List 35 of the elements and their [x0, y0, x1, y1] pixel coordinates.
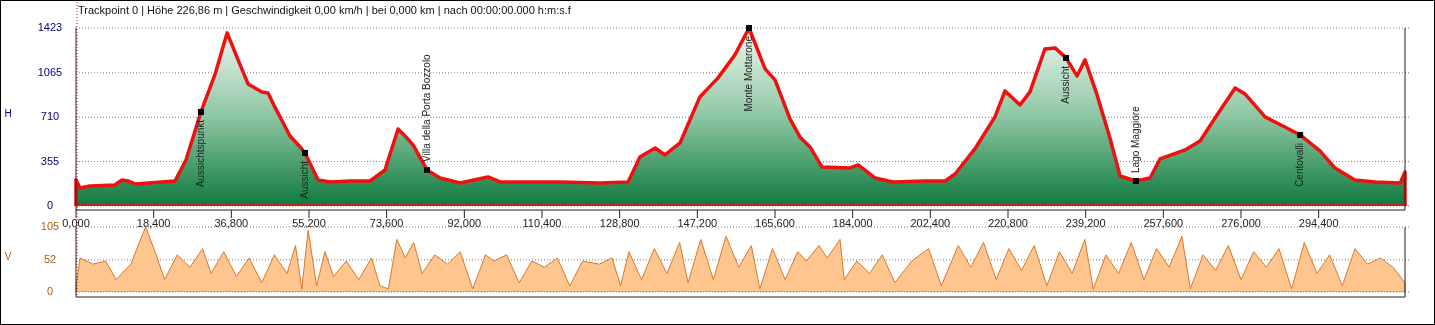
x-tick-label: 73,600 — [369, 216, 404, 229]
x-tick-label: 18,400 — [136, 216, 171, 229]
x-tick-label: 128,800 — [599, 216, 640, 229]
y-tick-label: 1423 — [37, 20, 63, 33]
x-tick-label: 110,400 — [522, 216, 562, 229]
y-tick-label: 105 — [40, 219, 60, 232]
x-tick-label: 220,800 — [988, 216, 1028, 229]
y-tick-label: 52 — [43, 252, 57, 265]
y-tick-label: 710 — [40, 110, 60, 123]
y-axis-title: V — [4, 250, 12, 262]
x-tick-label: 147,200 — [677, 216, 718, 229]
y-axis-title: H — [4, 108, 12, 119]
annotation: Aussicht — [298, 160, 310, 199]
annotation: Aussichtspunkt — [194, 119, 206, 188]
annotation: Lago Maggiore — [1129, 105, 1141, 173]
x-tick-label: 257,600 — [1143, 216, 1184, 229]
x-tick-label: 276,000 — [1221, 216, 1261, 229]
chart-title: Trackpoint 0 | Höhe 226,86 m | Geschwindigkeit 0,00 km/h | bei 0,000 km | nach 00:00:00.000 h:m:s.f — [78, 4, 572, 16]
x-tick-label: 92,000 — [447, 216, 482, 229]
y-tick-label: 0 — [46, 198, 54, 211]
x-tick-label: 202,400 — [910, 216, 951, 229]
x-tick-label: 36,800 — [214, 216, 249, 229]
annotation: Villa della Porta Bozzolo — [420, 53, 432, 162]
x-tick-label: 165,600 — [755, 216, 795, 229]
x-tick-label: 55,200 — [292, 216, 326, 229]
x-tick-label: 294,400 — [1298, 216, 1339, 229]
annotation: Aussicht — [1059, 65, 1071, 104]
annotation: Monte Mottarone — [742, 35, 754, 112]
x-tick-label: 239,200 — [1065, 216, 1106, 229]
x-tick-label: 0,000 — [62, 216, 90, 229]
y-tick-label: 1065 — [37, 65, 63, 78]
y-tick-label: 355 — [40, 154, 60, 167]
annotation: Centovalli — [1293, 142, 1305, 187]
y-tick-label: 0 — [46, 284, 54, 297]
x-tick-label: 184,000 — [832, 216, 873, 229]
